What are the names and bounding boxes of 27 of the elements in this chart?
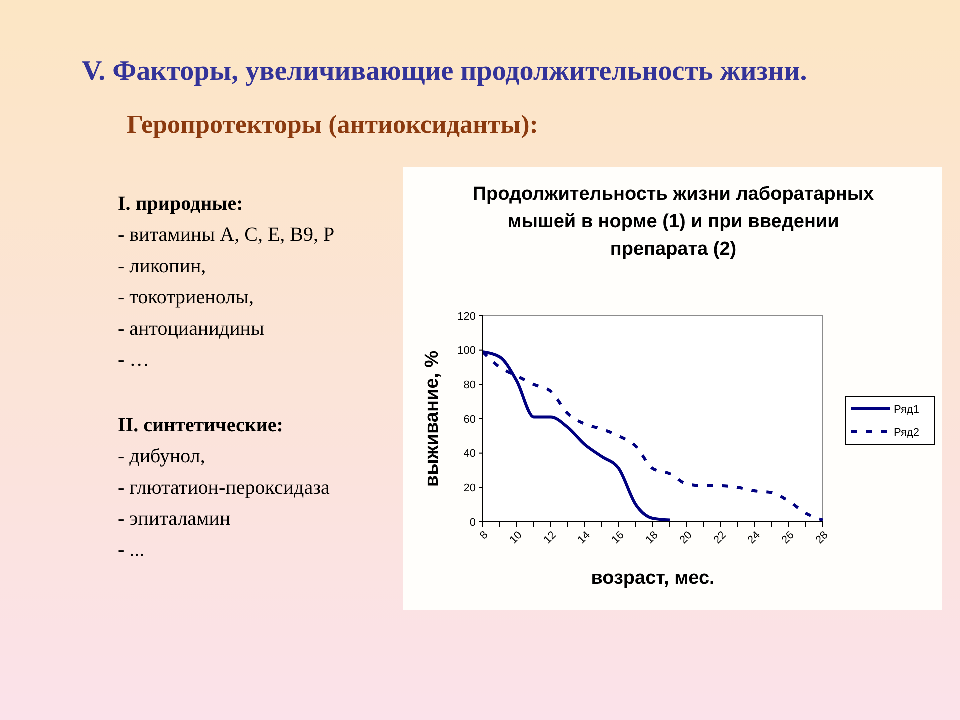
- x-tick-label: 14: [576, 529, 593, 547]
- x-tick-label: 26: [780, 529, 797, 547]
- x-tick-label: 12: [542, 529, 559, 547]
- text: I. природные: - витамины А, С, Е, В9, Р - ликопин, - токотриенолы, - антоцианидины - …: [118, 193, 335, 371]
- y-tick-label: 120: [458, 310, 476, 323]
- y-tick-label: 40: [464, 448, 476, 460]
- x-tick-label: 18: [644, 529, 661, 547]
- x-tick-label: 22: [712, 529, 729, 547]
- x-axis-title: возраст, мес.: [591, 568, 715, 589]
- y-tick-label: 60: [464, 414, 476, 426]
- text: V. Факторы, увеличивающие продолжительность жизни.: [82, 56, 808, 87]
- legend-label: Ряд2: [894, 426, 920, 439]
- text: II. синтетические: - дибунол, - глютатион-пероксидаза - эпиталамин - ...: [118, 414, 330, 562]
- x-tick-label: 20: [678, 529, 695, 547]
- x-tick-label: 8: [478, 529, 491, 542]
- x-tick-label: 16: [610, 529, 627, 547]
- x-tick-label: 28: [814, 529, 831, 547]
- chart-title: Продолжительность жизни лаборатарных мышей в норме (1) и при введении препарата (2): [472, 184, 875, 260]
- x-tick-label: 10: [508, 529, 525, 547]
- y-tick-label: 80: [464, 380, 476, 392]
- y-tick-label: 100: [458, 345, 476, 358]
- y-axis-title: выживание, %: [422, 350, 443, 488]
- legend-label: Ряд1: [894, 404, 920, 416]
- y-tick-label: 20: [464, 482, 476, 495]
- text: Геропротекторы (антиоксиданты):: [127, 110, 538, 139]
- x-tick-label: 24: [746, 529, 763, 547]
- y-tick-label: 0: [470, 516, 476, 529]
